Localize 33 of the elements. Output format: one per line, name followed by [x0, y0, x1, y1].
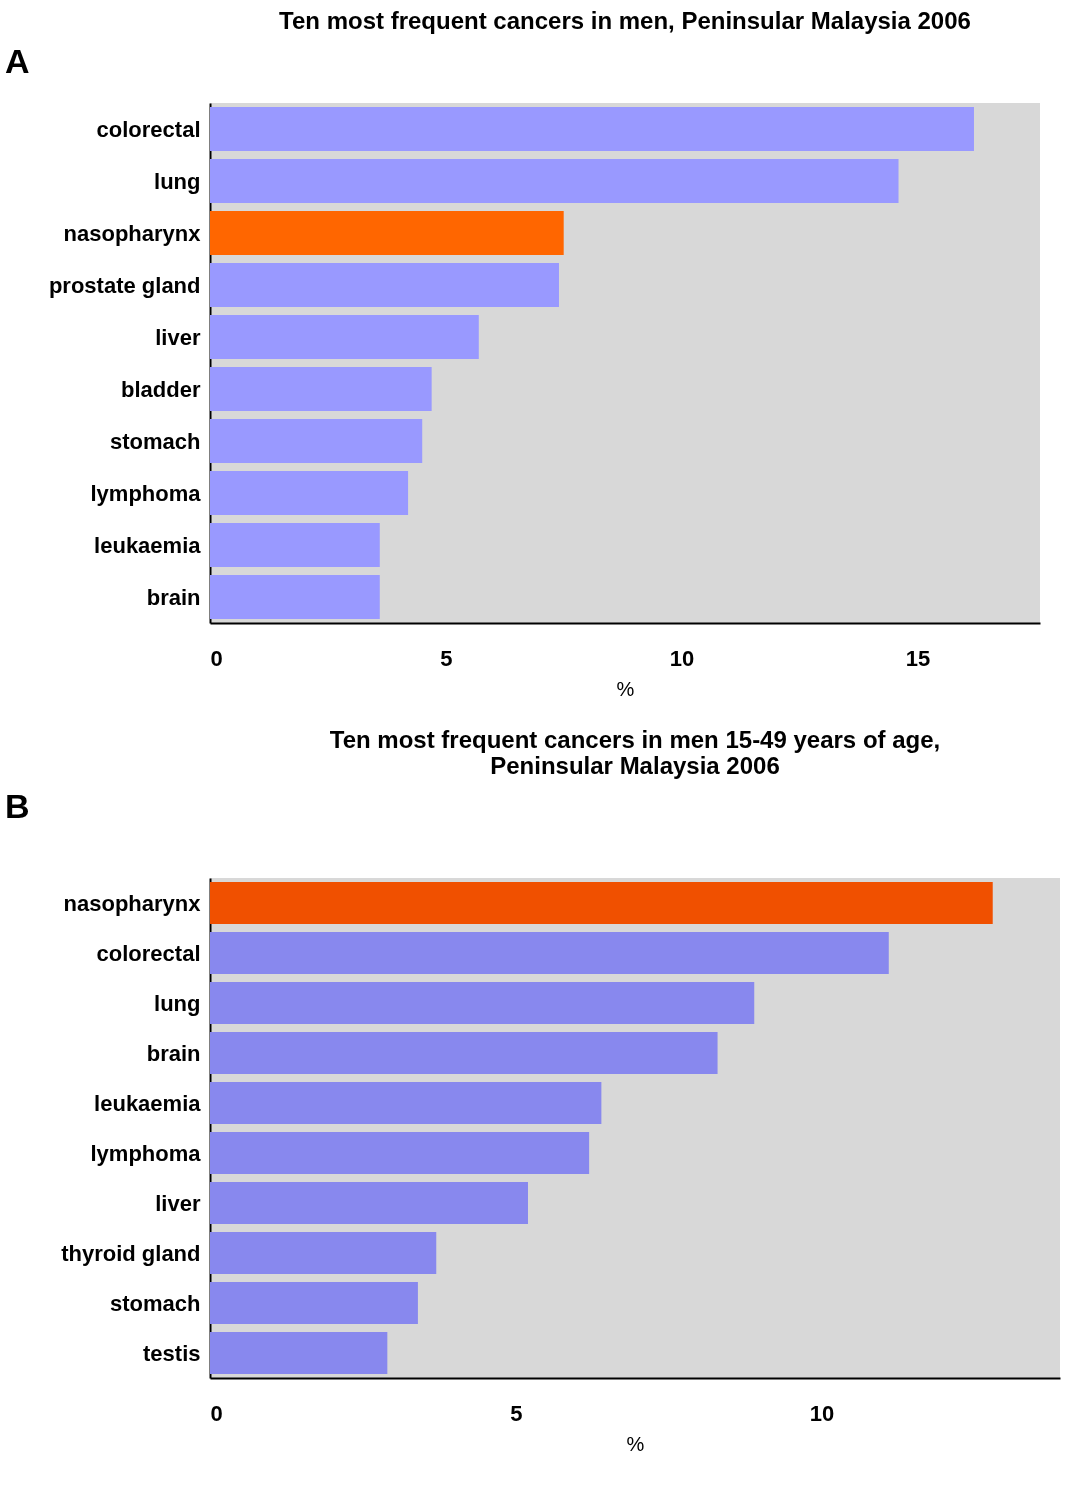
x-tick-label: 0	[210, 645, 223, 671]
y-tick-label: prostate gland	[48, 272, 201, 298]
y-tick-label: stomach	[110, 428, 201, 454]
y-tick-label: brain	[146, 1040, 201, 1066]
text: A	[5, 42, 30, 80]
x-axis-title: %	[626, 1432, 645, 1455]
x-tick-label: 15	[905, 645, 931, 671]
y-tick-label: bladder	[121, 376, 201, 402]
y-tick-label: nasopharynx	[63, 220, 202, 246]
chart-title: Ten most frequent cancers in men, Peninsular Malaysia 2006	[279, 7, 971, 34]
y-tick-label: colorectal	[96, 116, 201, 142]
y-tick-label: testis	[143, 1340, 201, 1366]
x-tick-label: 5	[510, 1400, 523, 1426]
x-axis-title: %	[616, 677, 635, 700]
y-tick-label: leukaemia	[94, 1090, 202, 1116]
chart-title: Ten most frequent cancers in men 15-49 years of age, Peninsular Malaysia 2006	[329, 726, 941, 779]
y-tick-label: liver	[155, 1190, 201, 1216]
y-tick-label: lymphoma	[90, 1140, 202, 1166]
x-tick-label: 10	[809, 1400, 835, 1426]
x-tick-label: 10	[669, 645, 695, 671]
x-tick-label: 0	[210, 1400, 223, 1426]
y-tick-label: colorectal	[96, 940, 201, 966]
y-tick-label: thyroid gland	[61, 1240, 201, 1266]
text: B	[5, 787, 30, 825]
y-tick-label: liver	[155, 324, 201, 350]
x-tick-label: 5	[440, 645, 453, 671]
y-tick-label: nasopharynx	[63, 890, 202, 916]
y-tick-label: stomach	[110, 1290, 201, 1316]
y-tick-label: lung	[154, 990, 201, 1016]
y-tick-label: lymphoma	[90, 480, 202, 506]
y-tick-label: lung	[154, 168, 201, 194]
y-tick-label: leukaemia	[94, 532, 202, 558]
y-tick-label: brain	[146, 584, 201, 610]
